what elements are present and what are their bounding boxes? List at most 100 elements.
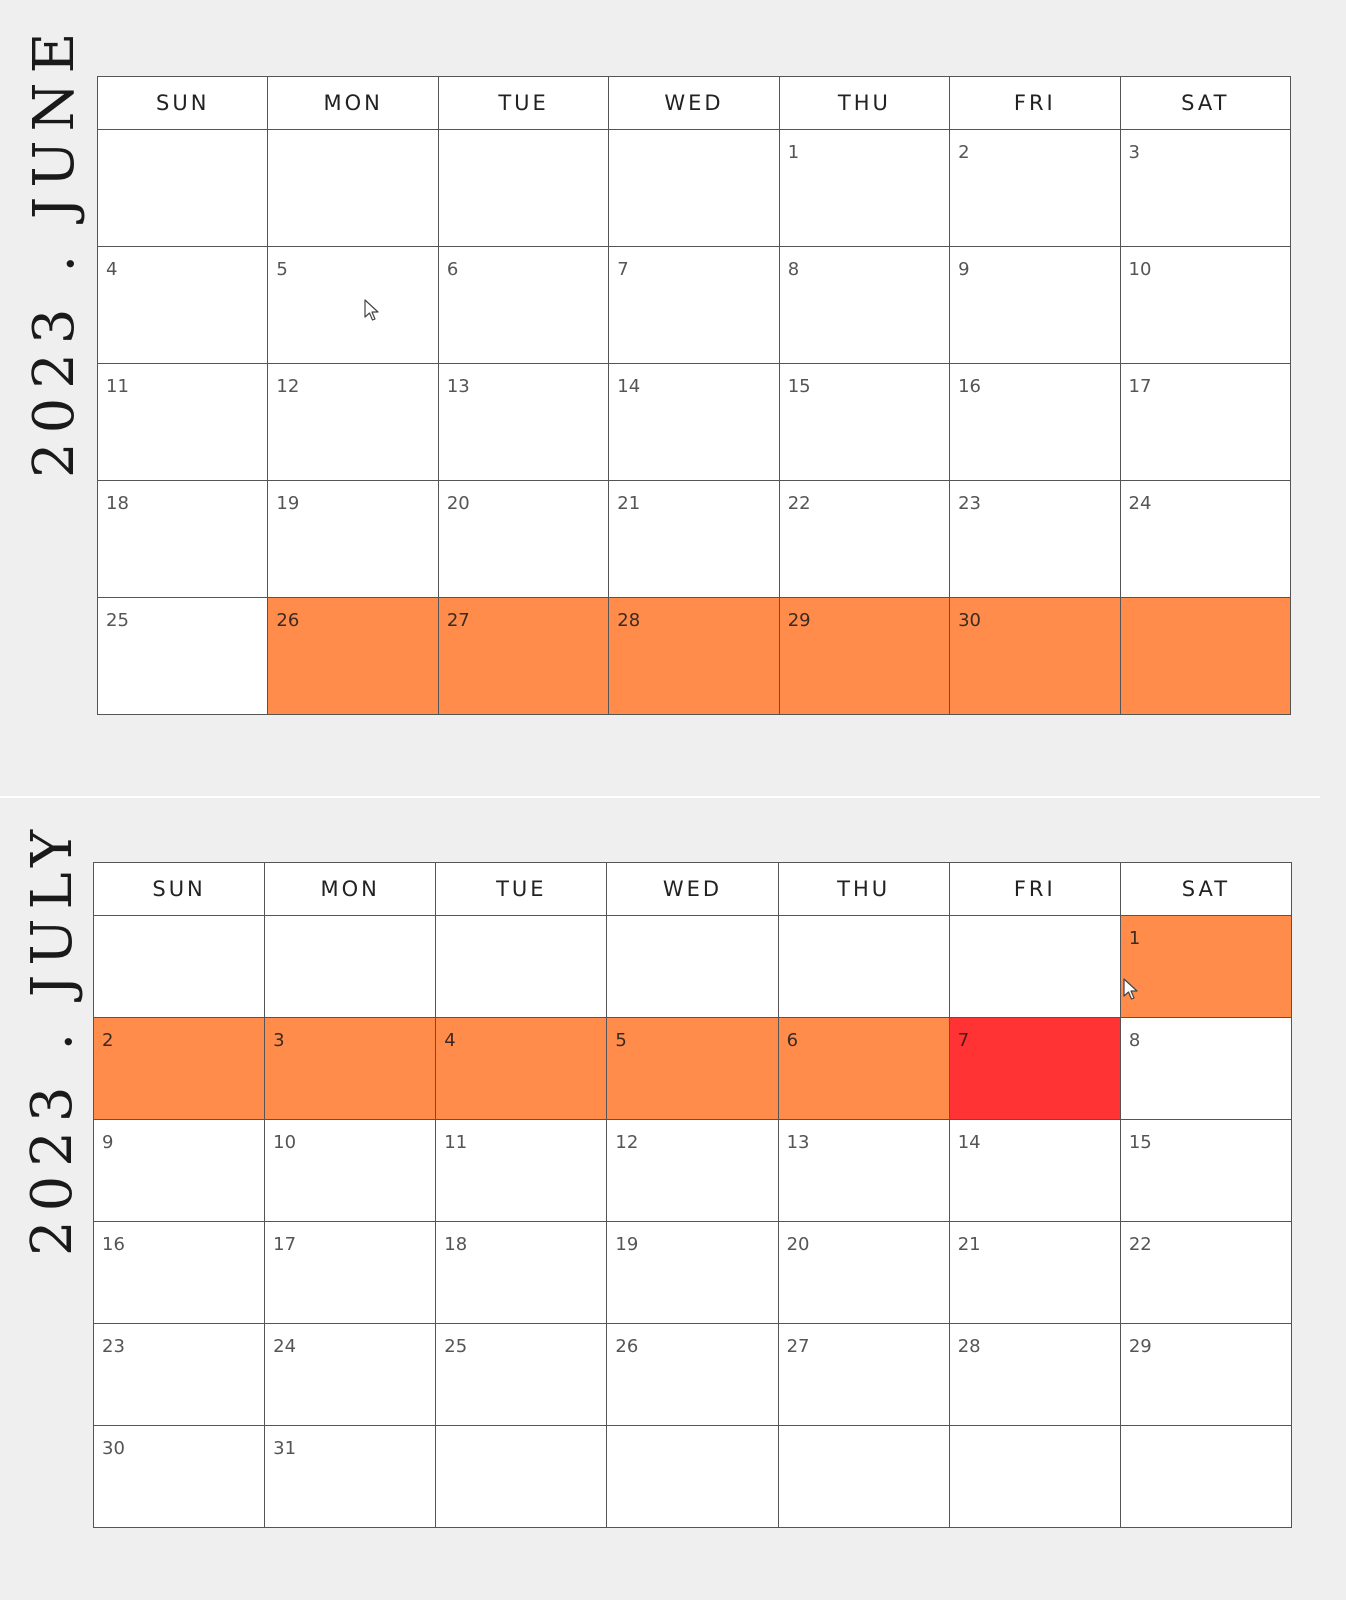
calendar-grid: SUN MON TUE WED THU FRI SAT 1 2 3 4 5 6 7 8 9 10 1… bbox=[96, 76, 1292, 715]
day-cell[interactable]: 19 bbox=[606, 1221, 779, 1324]
day-cell[interactable]: 14 bbox=[608, 363, 780, 481]
day-cell[interactable]: 13 bbox=[437, 363, 610, 481]
day-cell[interactable]: 22 bbox=[778, 480, 951, 598]
day-number: 20 bbox=[786, 1234, 810, 1255]
day-cell[interactable]: 26 bbox=[267, 597, 439, 715]
day-cell[interactable]: 26 bbox=[606, 1323, 779, 1426]
day-cell[interactable] bbox=[437, 129, 610, 247]
day-cell[interactable] bbox=[608, 129, 780, 247]
day-cell[interactable]: 20 bbox=[437, 480, 610, 598]
day-cell[interactable]: 18 bbox=[435, 1221, 608, 1324]
day-cell[interactable]: 5 bbox=[606, 1017, 779, 1120]
mouse-pointer-icon bbox=[1123, 978, 1138, 1000]
day-cell[interactable]: 1 bbox=[778, 129, 951, 247]
day-cell[interactable]: 6 bbox=[437, 246, 610, 364]
day-cell[interactable]: 15 bbox=[1119, 1119, 1293, 1222]
day-cell[interactable]: 19 bbox=[267, 480, 439, 598]
day-cell[interactable]: 8 bbox=[1119, 1017, 1293, 1120]
day-cell[interactable]: 16 bbox=[92, 1221, 266, 1324]
day-cell[interactable]: 7 bbox=[608, 246, 780, 364]
day-cell[interactable]: 9 bbox=[92, 1119, 266, 1222]
day-cell[interactable]: 25 bbox=[435, 1323, 608, 1426]
day-cell[interactable]: 5 bbox=[267, 246, 439, 364]
day-cell[interactable] bbox=[435, 915, 608, 1018]
day-cell[interactable] bbox=[606, 915, 779, 1018]
day-number: 9 bbox=[102, 1132, 114, 1153]
day-cell[interactable]: 13 bbox=[777, 1119, 950, 1222]
scrollbar-track[interactable] bbox=[1320, 0, 1346, 1600]
day-cell[interactable]: 27 bbox=[777, 1323, 950, 1426]
day-cell[interactable]: 10 bbox=[1119, 246, 1292, 364]
day-number: 17 bbox=[273, 1234, 297, 1255]
day-cell[interactable]: 25 bbox=[96, 597, 269, 715]
day-cell[interactable]: 30 bbox=[949, 597, 1121, 715]
day-cell[interactable]: 11 bbox=[435, 1119, 608, 1222]
day-cell[interactable]: 24 bbox=[1119, 480, 1292, 598]
day-cell[interactable]: 22 bbox=[1119, 1221, 1293, 1324]
day-cell[interactable]: 11 bbox=[96, 363, 269, 481]
day-cell[interactable] bbox=[264, 915, 437, 1018]
day-cell[interactable]: 28 bbox=[608, 597, 780, 715]
day-cell[interactable]: 2 bbox=[92, 1017, 266, 1120]
day-cell[interactable]: 10 bbox=[264, 1119, 437, 1222]
day-cell[interactable] bbox=[777, 1425, 950, 1528]
day-number bbox=[609, 130, 778, 164]
day-cell[interactable]: 28 bbox=[948, 1323, 1121, 1426]
day-cell[interactable]: 9 bbox=[949, 246, 1121, 364]
day-cell[interactable]: 12 bbox=[606, 1119, 779, 1222]
day-cell[interactable] bbox=[948, 1425, 1121, 1528]
day-number: 2 bbox=[958, 142, 970, 163]
day-number: 27 bbox=[446, 610, 470, 631]
day-cell[interactable] bbox=[1119, 1425, 1293, 1528]
day-cell[interactable]: 20 bbox=[777, 1221, 950, 1324]
weekday-header: MON bbox=[267, 76, 439, 130]
day-cell[interactable] bbox=[96, 129, 269, 247]
day-cell[interactable]: 17 bbox=[264, 1221, 437, 1324]
day-cell[interactable]: 29 bbox=[778, 597, 951, 715]
day-cell[interactable]: 27 bbox=[437, 597, 610, 715]
day-number: 10 bbox=[273, 1132, 297, 1153]
day-cell[interactable]: 6 bbox=[777, 1017, 950, 1120]
day-cell[interactable] bbox=[92, 915, 266, 1018]
day-number bbox=[950, 1426, 1120, 1460]
day-number: 20 bbox=[446, 493, 470, 514]
day-cell[interactable]: 14 bbox=[948, 1119, 1121, 1222]
day-number: 21 bbox=[957, 1234, 981, 1255]
day-cell[interactable] bbox=[606, 1425, 779, 1528]
day-cell[interactable] bbox=[1119, 597, 1292, 715]
day-cell[interactable] bbox=[777, 915, 950, 1018]
day-cell[interactable]: 4 bbox=[435, 1017, 608, 1120]
day-cell[interactable]: 12 bbox=[267, 363, 439, 481]
day-number: 18 bbox=[444, 1234, 468, 1255]
day-cell[interactable]: 21 bbox=[948, 1221, 1121, 1324]
day-cell[interactable]: 23 bbox=[949, 480, 1121, 598]
day-cell[interactable]: 8 bbox=[778, 246, 951, 364]
day-number: 19 bbox=[615, 1234, 639, 1255]
day-cell[interactable]: 17 bbox=[1119, 363, 1292, 481]
day-cell[interactable]: 4 bbox=[96, 246, 269, 364]
day-cell[interactable]: 21 bbox=[608, 480, 780, 598]
day-cell[interactable]: 15 bbox=[778, 363, 951, 481]
day-number: 17 bbox=[1128, 376, 1152, 397]
day-cell[interactable]: 3 bbox=[1119, 129, 1292, 247]
day-number: 15 bbox=[1128, 1132, 1152, 1153]
day-cell[interactable]: 29 bbox=[1119, 1323, 1293, 1426]
day-cell[interactable]: 24 bbox=[264, 1323, 437, 1426]
day-cell[interactable]: 23 bbox=[92, 1323, 266, 1426]
day-cell[interactable]: 31 bbox=[264, 1425, 437, 1528]
week-row: 1 2 3 bbox=[96, 129, 1292, 247]
day-cell[interactable]: 3 bbox=[264, 1017, 437, 1120]
weekday-header: WED bbox=[606, 862, 779, 916]
day-cell[interactable]: 18 bbox=[96, 480, 269, 598]
day-cell[interactable]: 2 bbox=[949, 129, 1121, 247]
day-cell[interactable]: 1 bbox=[1119, 915, 1293, 1018]
day-cell[interactable]: 30 bbox=[92, 1425, 266, 1528]
day-cell[interactable] bbox=[267, 129, 439, 247]
day-cell[interactable]: 16 bbox=[949, 363, 1121, 481]
day-number: 18 bbox=[106, 493, 129, 514]
day-cell[interactable] bbox=[435, 1425, 608, 1528]
day-cell[interactable]: 7 bbox=[948, 1017, 1121, 1120]
day-cell[interactable] bbox=[948, 915, 1121, 1018]
calendar-page-june: 2023 . JUNE SUN MON TUE WED THU FRI SAT … bbox=[0, 0, 1346, 796]
calendar-page-july: 2023 . JULY SUN MON TUE WED THU FRI SAT … bbox=[0, 798, 1346, 1600]
